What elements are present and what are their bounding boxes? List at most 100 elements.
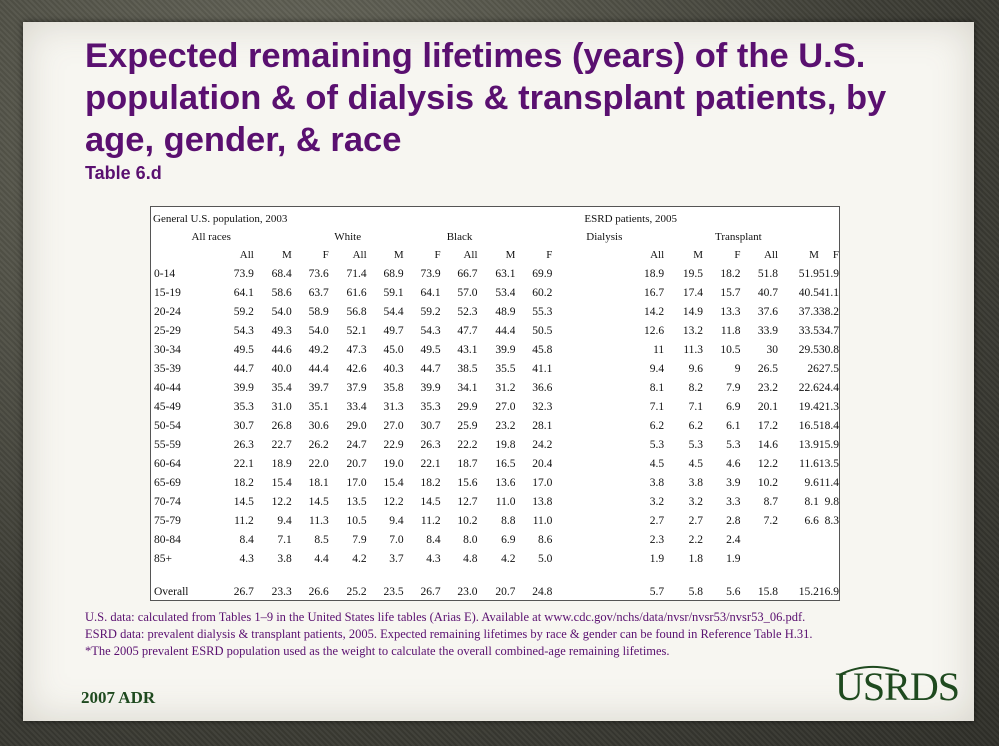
row-cell: 26	[807, 362, 819, 375]
row-cell: 24.4	[818, 381, 839, 394]
row-cell: 3.2	[688, 495, 704, 508]
row-cell: 18.2	[233, 476, 254, 489]
overall-cell: 16.9	[818, 585, 839, 598]
row-cell: 42.6	[346, 362, 367, 375]
row-cell: 10.2	[457, 514, 478, 527]
row-cell: 45.8	[532, 343, 553, 356]
row-cell: 8.6	[538, 533, 553, 546]
slide: Expected remaining lifetimes (years) of …	[23, 22, 974, 721]
row-cell: 6.6	[804, 514, 819, 527]
row-label: 55-59	[154, 438, 181, 451]
row-cell	[819, 530, 839, 549]
table-row: 30-34 49.5 44.6 49.2 47.3 45.0 49.5 43.1 39.9 45.…	[153, 340, 839, 359]
row-cell: 23.2	[757, 381, 779, 394]
row-label: 60-64	[154, 457, 181, 470]
row-cell: 13.8	[532, 495, 553, 508]
row-cell: 40.0	[271, 362, 292, 375]
row-cell: 4.6	[726, 457, 741, 470]
row-cell: 38.2	[818, 305, 839, 318]
row-cell: 5.3	[688, 438, 704, 451]
overall-cell: 5.8	[688, 585, 704, 598]
row-cell: 40.5	[798, 286, 819, 299]
row-cell: 10.2	[757, 476, 779, 489]
life-expectancy-table: General U.S. population, 2003 ESRD patie…	[153, 210, 839, 601]
table-row: 0-14 73.9 68.4 73.6 71.4 68.9 73.9 66.7 63.1 69.9…	[153, 264, 839, 283]
row-cell: 22.6	[798, 381, 819, 394]
row-cell: 15.4	[383, 476, 404, 489]
row-cell: 9.4	[389, 514, 404, 527]
subheader-cell: All	[352, 249, 367, 261]
row-cell: 31.0	[271, 400, 292, 413]
overall-cell: 15.2	[798, 585, 819, 598]
row-cell: 18.1	[308, 476, 329, 489]
row-cell: 9.6	[688, 362, 704, 375]
row-cell: 18.2	[720, 267, 741, 280]
row-cell	[778, 549, 819, 568]
row-cell: 27.5	[818, 362, 839, 375]
row-cell: 43.1	[457, 343, 478, 356]
row-label: 40-44	[154, 381, 181, 394]
row-cell: 18.4	[818, 419, 839, 432]
subheader-cell: F	[322, 249, 329, 261]
row-cell: 3.8	[688, 476, 704, 489]
subheader-cell: F	[546, 249, 553, 261]
subheader-cell: All	[650, 249, 665, 261]
overall-cell: 5.6	[726, 585, 741, 598]
row-label: 75-79	[154, 514, 181, 527]
overall-cell: 5.7	[649, 585, 665, 598]
row-cell: 58.9	[308, 305, 329, 318]
row-cell: 10.5	[720, 343, 741, 356]
row-cell: 7.1	[277, 533, 292, 546]
row-cell: 33.5	[798, 324, 819, 337]
row-label: 50-54	[154, 419, 181, 432]
row-cell: 49.5	[233, 343, 254, 356]
row-cell: 8.3	[824, 514, 839, 527]
row-label: 65-69	[154, 476, 181, 489]
row-cell: 2.8	[726, 514, 741, 527]
row-cell: 11.3	[683, 343, 704, 356]
row-cell: 4.4	[314, 552, 329, 565]
row-cell: 25.9	[457, 419, 478, 432]
table-row: 40-44 39.9 35.4 39.7 37.9 35.8 39.9 34.1 31.2 36.…	[153, 378, 839, 397]
row-cell: 64.1	[233, 286, 254, 299]
row-cell: 66.7	[457, 267, 478, 280]
row-cell: 22.7	[271, 438, 292, 451]
row-cell: 10.5	[346, 514, 367, 527]
row-cell: 26.5	[757, 362, 779, 375]
row-cell: 14.2	[644, 305, 665, 318]
row-cell: 12.2	[757, 457, 779, 470]
row-cell: 8.1	[649, 381, 665, 394]
row-label: 80-84	[154, 533, 181, 546]
row-cell: 57.0	[457, 286, 478, 299]
row-cell: 3.8	[649, 476, 665, 489]
row-cell: 38.5	[457, 362, 478, 375]
row-cell: 71.4	[346, 267, 367, 280]
row-cell: 16.7	[644, 286, 665, 299]
row-cell: 63.7	[308, 286, 329, 299]
row-cell: 9.6	[804, 476, 819, 489]
row-cell: 4.5	[649, 457, 665, 470]
row-cell: 7.9	[352, 533, 367, 546]
row-cell: 47.7	[457, 324, 478, 337]
row-cell: 12.6	[644, 324, 665, 337]
row-cell: 35.3	[420, 400, 441, 413]
row-cell: 9.8	[824, 495, 839, 508]
row-cell: 22.2	[457, 438, 478, 451]
subheader-cell: M	[281, 249, 292, 261]
row-cell: 59.2	[420, 305, 441, 318]
row-cell: 2.2	[688, 533, 704, 546]
row-cell: 49.7	[383, 324, 404, 337]
subheader-label	[153, 246, 188, 264]
row-cell: 15.4	[271, 476, 292, 489]
subheader-cell: M	[393, 249, 404, 261]
row-cell: 13.2	[682, 324, 704, 337]
row-cell: 35.1	[308, 400, 329, 413]
row-cell: 26.3	[233, 438, 254, 451]
subheader-cell: All	[763, 249, 779, 261]
overall-cell: 25.2	[346, 585, 367, 598]
table-row: 75-79 11.2 9.4 11.3 10.5 9.4 11.2 10.2 8.8 11.0 2.…	[153, 511, 839, 530]
row-cell: 8.7	[763, 495, 779, 508]
table-row: 45-49 35.3 31.0 35.1 33.4 31.3 35.3 29.9 27.0 32.…	[153, 397, 839, 416]
row-cell: 37.6	[757, 305, 779, 318]
row-cell: 15.6	[457, 476, 478, 489]
